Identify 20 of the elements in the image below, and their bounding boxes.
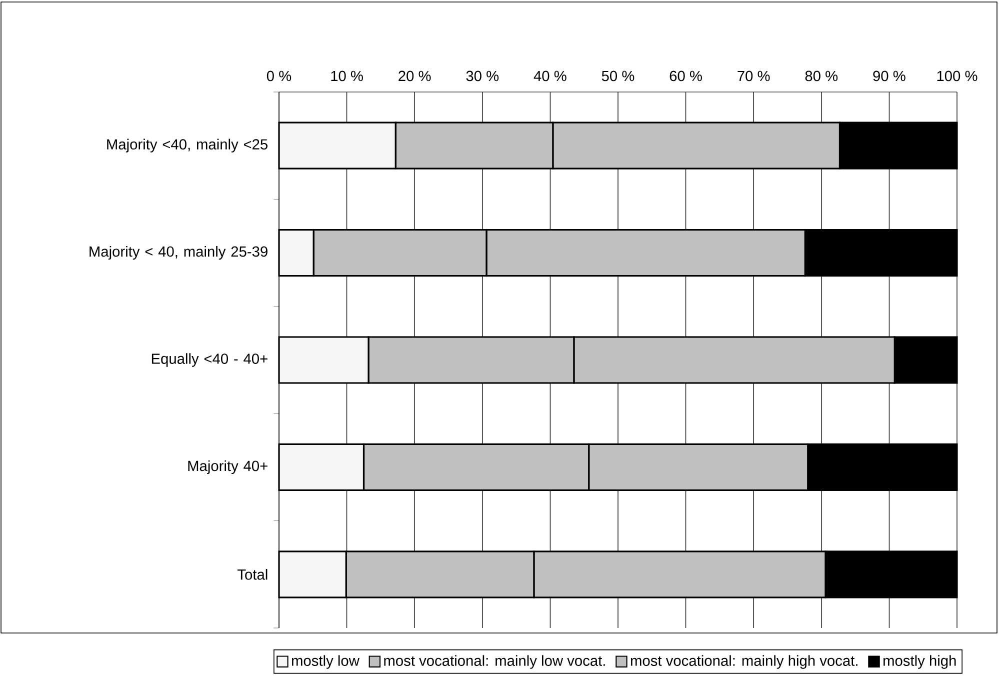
y-tick-label: Total [238,569,268,580]
legend-label: mostly high [884,655,956,669]
x-tick-label: 70 % [738,70,770,82]
legend-label: most vocational: mainly low vocat. [384,655,605,669]
x-tick-label: 40 % [534,70,566,82]
x-tick-label: 100 % [937,70,978,82]
y-tick-label: Majority <40, mainly <25 [107,138,268,152]
y-tick-label: Majority < 40, mainly 25-39 [90,246,268,260]
x-tick-label: 60 % [670,70,702,82]
x-tick-label: 50 % [602,70,634,82]
legend-label: mostly low [292,655,360,669]
y-tick-label: Equally <40 - 40+ [152,353,268,367]
x-tick-label: 90 % [873,70,906,82]
legend-label: most vocational: mainly high vocat. [630,655,858,669]
x-tick-label: 80 % [805,70,838,82]
y-tick-label: Majority 40+ [188,460,268,474]
x-tick-label: 10 % [331,70,363,82]
x-tick-label: 0 % [266,70,292,82]
x-tick-label: 30 % [466,70,499,82]
x-tick-label: 20 % [398,70,431,82]
